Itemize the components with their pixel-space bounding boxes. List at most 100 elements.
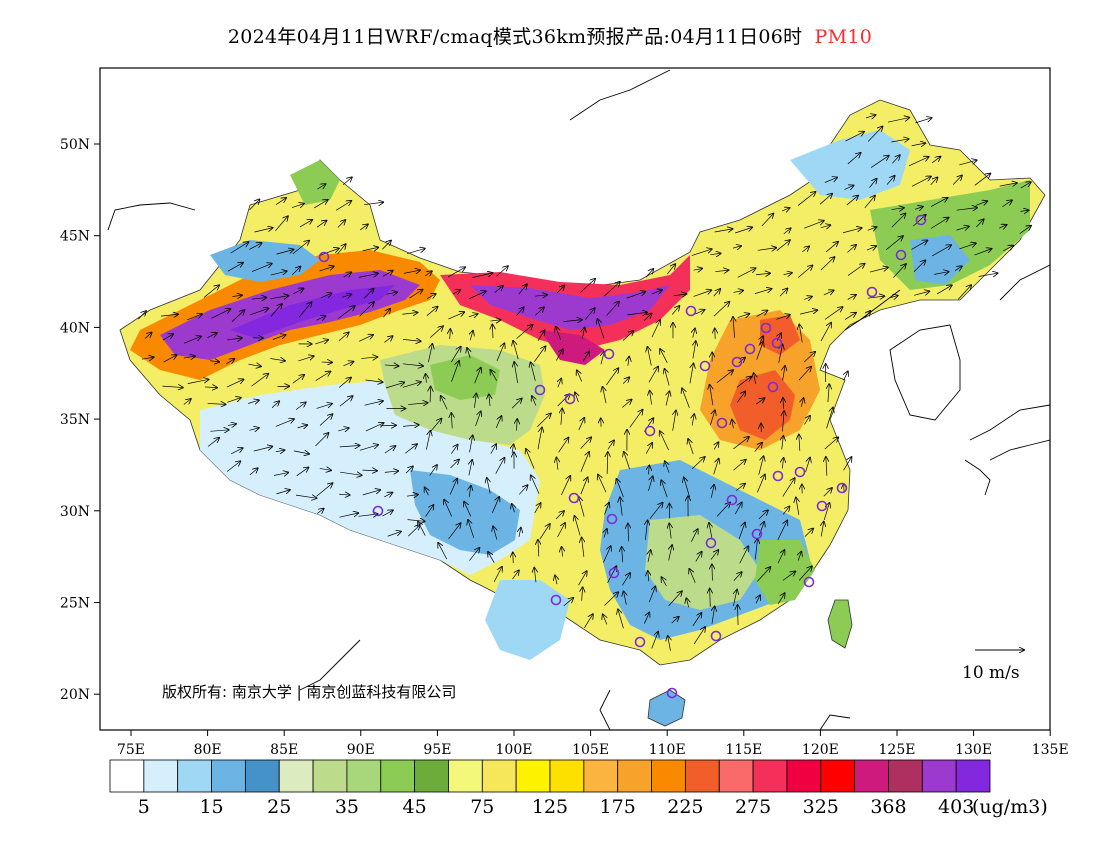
wind-arrow [738,523,745,540]
wind-arrow [536,414,551,428]
wind-arrow [733,572,742,581]
wind-arrow [847,153,861,165]
station-marker [767,381,779,393]
wind-arrow [384,493,392,497]
wind-arrow [343,272,352,277]
station-marker [710,630,722,642]
wind-arrow [783,366,785,381]
wind-arrow [618,609,624,629]
colorbar-swatch [278,759,314,793]
wind-arrow [616,479,624,498]
wind-arrow [1019,226,1031,234]
wind-arrow [296,467,309,477]
wind-arrow [580,279,596,293]
wind-arrow [755,539,757,560]
lon-tick-label: 85E [270,742,298,758]
colorbar-swatch [684,759,720,793]
wind-arrow [603,546,610,563]
wind-arrow [402,364,423,366]
wind-arrow [691,249,712,256]
lon-tick-label: 100E [496,742,533,758]
wind-arrow [429,465,437,476]
wind-arrow [403,425,419,427]
wind-arrow [538,540,539,557]
wind-arrow [845,132,864,142]
wind-arrow [710,589,711,607]
wind-arrow [714,229,733,232]
wind-arrow [643,314,652,321]
wind-arrow [531,475,540,494]
wind-arrow [826,408,833,429]
wind-arrow [783,228,791,235]
wind-arrow [491,497,499,514]
wind-arrow [249,199,260,211]
wind-arrow [337,220,345,228]
wind-arrow [661,480,668,498]
wind-arrow [651,632,658,649]
wind-arrow [276,490,289,495]
wind-arrow [317,184,326,189]
wind-arrow [620,497,622,516]
wind-arrow [512,504,515,513]
wind-arrow [648,367,658,383]
station-marker [760,322,772,334]
wind-arrow [579,497,585,517]
wind-arrow [249,308,268,316]
lon-tick-label: 115E [725,742,762,758]
wind-arrow [384,471,398,472]
wind-arrow [382,241,391,250]
wind-arrow [425,487,429,496]
wind-arrow [622,400,631,408]
wind-arrow [252,264,272,272]
wind-arrow [715,270,728,272]
wind-arrow [737,391,745,403]
wind-arrow [335,201,351,211]
wind-arrow [535,295,547,296]
wind-arrow [650,391,652,405]
colorbar-swatch [414,759,449,793]
wind-arrow [914,207,923,210]
wind-arrow [693,627,705,645]
colorbar-label: 125 [532,796,568,818]
wind-arrow [339,513,359,518]
wind-arrow [556,286,564,294]
wind-arrow [210,430,228,432]
wind-arrow [160,314,178,316]
wind-arrow [361,357,377,359]
lat-tick-label: 30N [60,504,90,520]
wind-arrow [801,398,803,407]
wind-arrow [689,569,696,583]
wind-arrow [666,264,675,275]
wind-arrow [644,612,649,624]
wind-arrow [210,361,219,362]
wind-arrow [339,494,349,495]
wind-arrow [959,160,976,166]
wind-arrow [562,547,563,557]
wind-arrow [470,435,473,453]
wind-arrow [249,468,258,476]
wind-arrow [755,398,764,405]
wind-arrow [869,179,876,188]
wind-arrow [757,567,770,582]
wind-arrow [651,290,662,294]
wind-arrow [556,349,562,361]
wind-arrow [867,227,877,230]
zone-green-gansu [430,355,500,400]
zone-blue-changbai [910,235,970,285]
wind-arrow [291,204,304,208]
wind-arrow [316,404,332,409]
station-marker [606,513,618,525]
wind-arrow [227,263,243,272]
wind-arrow [847,264,865,276]
wind-arrow [712,564,713,581]
wind-arrow [557,394,570,407]
wind-arrow [271,401,279,408]
wind-arrow [469,486,471,497]
wind-arrow [451,361,459,382]
variable-label: PM10 [814,26,873,48]
wind-arrow [736,377,751,388]
wind-arrow [534,503,541,514]
zone-purple-gobi [470,285,670,330]
wind-arrow [710,253,720,254]
lat-tick-label: 35N [60,412,90,428]
